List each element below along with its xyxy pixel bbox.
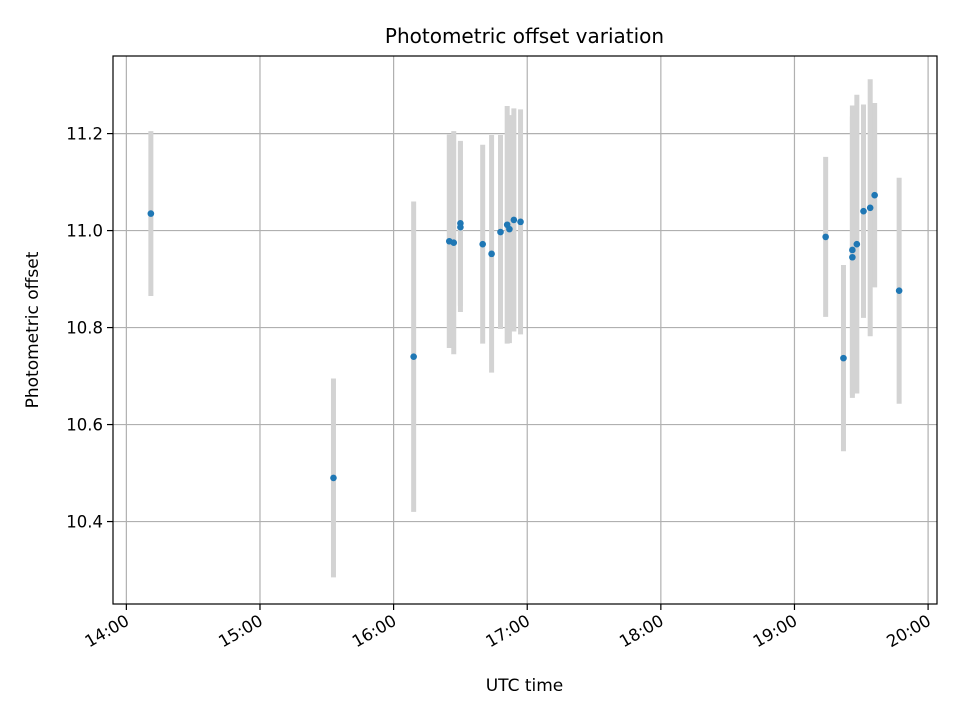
data-point — [450, 239, 458, 247]
x-tick-label: 20:00 — [883, 611, 934, 651]
data-point — [497, 228, 504, 236]
x-axis-label: UTC time — [486, 676, 564, 696]
data-point — [510, 216, 518, 224]
data-point — [410, 353, 417, 360]
data-point — [849, 253, 856, 261]
chart-title: Photometric offset variation — [385, 24, 664, 48]
data-point — [822, 233, 829, 241]
data-point — [860, 207, 867, 215]
plot-frame — [112, 55, 938, 605]
y-tick-label: 11.0 — [66, 222, 103, 241]
data-point — [457, 223, 464, 231]
data-point — [147, 210, 155, 217]
x-tick-label: 14:00 — [82, 611, 133, 651]
y-tick-label: 10.8 — [66, 319, 103, 338]
y-tick-label: 10.6 — [66, 416, 103, 435]
data-point — [488, 250, 495, 258]
x-tick-label: 19:00 — [750, 611, 801, 651]
y-axis-label: Photometric offset — [23, 251, 43, 408]
grid-lines — [113, 56, 937, 604]
x-tick-label: 16:00 — [349, 611, 400, 651]
data-point — [849, 246, 856, 254]
x-tick-label: 18:00 — [616, 611, 667, 651]
x-axis-ticks: 14:00 15:00 16:00 17:00 18:00 19:00 20:00 — [82, 604, 934, 651]
x-tick-label: 17:00 — [483, 611, 534, 651]
data-point — [517, 218, 524, 226]
data-point — [479, 240, 486, 248]
data-point — [871, 191, 878, 199]
data-point — [506, 225, 513, 233]
data-point — [840, 354, 847, 362]
data-point — [866, 204, 874, 212]
error-bars — [148, 79, 902, 578]
data-points — [147, 191, 903, 482]
y-tick-label: 10.4 — [66, 513, 103, 532]
data-point — [895, 287, 903, 295]
x-tick-label: 15:00 — [215, 611, 266, 651]
data-point — [853, 240, 861, 248]
data-point — [330, 474, 337, 482]
y-tick-label: 11.2 — [66, 125, 103, 144]
y-axis-ticks: 10.4 10.6 10.8 11.0 11.2 — [66, 125, 113, 532]
